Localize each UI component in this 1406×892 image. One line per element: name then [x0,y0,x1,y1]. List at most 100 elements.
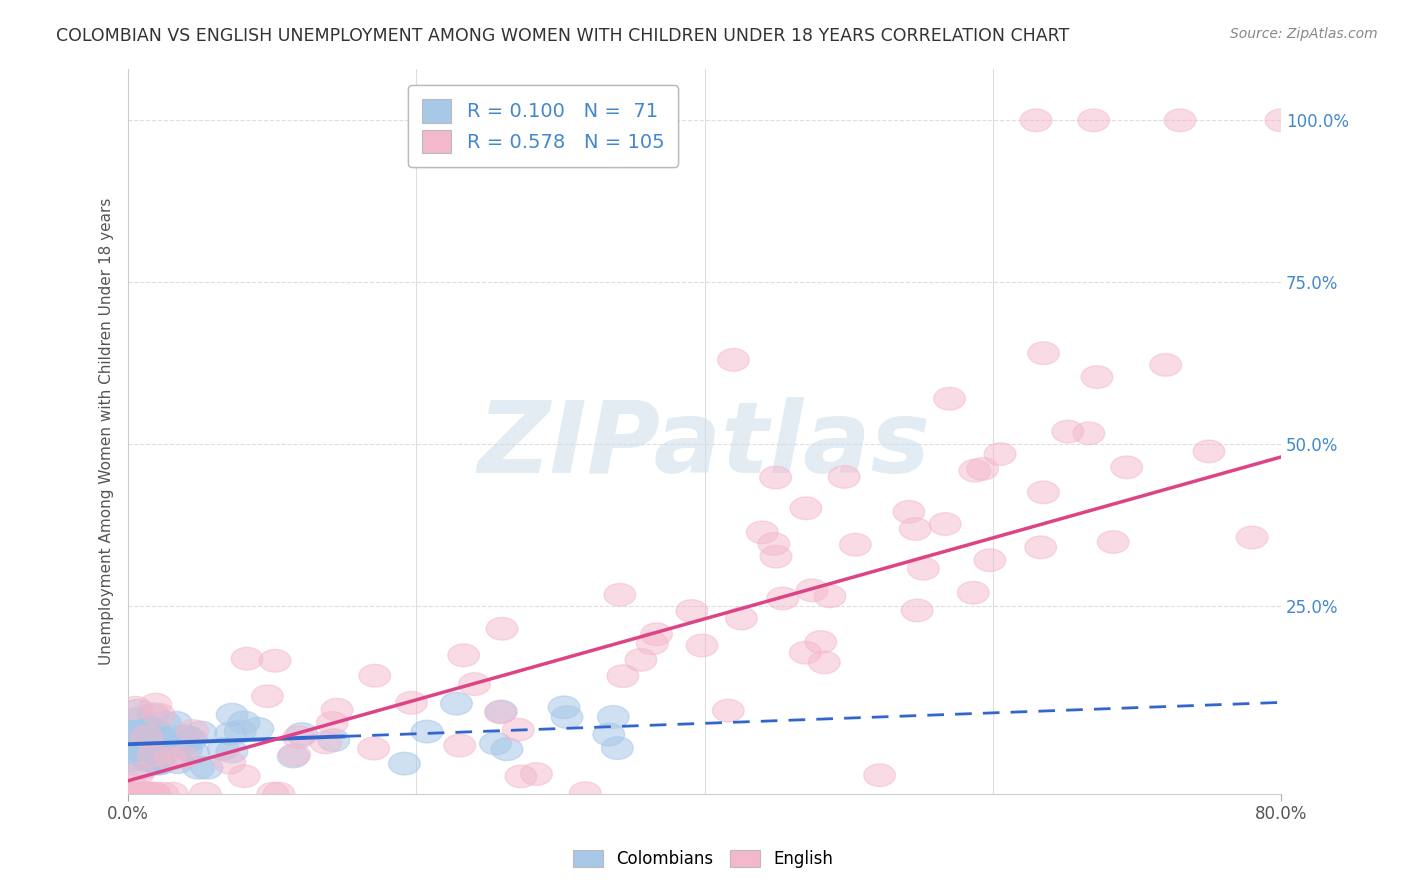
Ellipse shape [127,724,157,747]
Ellipse shape [183,756,215,779]
Ellipse shape [215,723,246,745]
Ellipse shape [1164,109,1197,132]
Ellipse shape [411,720,443,743]
Ellipse shape [146,731,177,753]
Ellipse shape [1194,440,1225,463]
Ellipse shape [598,706,628,728]
Ellipse shape [1052,420,1084,443]
Ellipse shape [605,583,636,606]
Ellipse shape [359,665,391,687]
Ellipse shape [135,718,167,740]
Ellipse shape [141,721,172,743]
Ellipse shape [444,734,475,757]
Ellipse shape [208,738,239,760]
Ellipse shape [548,696,579,719]
Ellipse shape [228,711,260,734]
Ellipse shape [118,723,150,746]
Ellipse shape [136,739,169,761]
Ellipse shape [167,725,200,747]
Ellipse shape [828,466,860,488]
Ellipse shape [713,699,744,722]
Ellipse shape [127,756,159,779]
Ellipse shape [242,717,274,740]
Ellipse shape [357,738,389,760]
Ellipse shape [277,745,309,768]
Ellipse shape [139,749,170,772]
Ellipse shape [908,558,939,580]
Ellipse shape [252,685,284,707]
Ellipse shape [967,458,998,480]
Ellipse shape [808,651,841,673]
Ellipse shape [259,649,291,672]
Ellipse shape [125,782,157,805]
Ellipse shape [146,731,179,755]
Ellipse shape [440,692,472,715]
Ellipse shape [139,739,172,761]
Ellipse shape [257,782,288,805]
Ellipse shape [551,706,583,729]
Ellipse shape [318,729,350,751]
Ellipse shape [761,545,792,568]
Ellipse shape [225,720,256,743]
Ellipse shape [1097,531,1129,553]
Ellipse shape [637,632,668,655]
Ellipse shape [806,631,837,654]
Text: ZIPatlas: ZIPatlas [478,397,931,494]
Ellipse shape [228,764,260,788]
Ellipse shape [676,599,707,623]
Ellipse shape [121,730,153,753]
Ellipse shape [1028,342,1060,365]
Ellipse shape [142,752,173,775]
Ellipse shape [263,782,295,805]
Ellipse shape [145,739,176,762]
Ellipse shape [190,782,221,805]
Ellipse shape [135,723,167,745]
Ellipse shape [959,459,991,482]
Ellipse shape [162,751,193,773]
Ellipse shape [156,734,187,756]
Ellipse shape [502,718,534,741]
Ellipse shape [122,763,155,785]
Ellipse shape [316,712,349,734]
Ellipse shape [138,744,169,767]
Ellipse shape [124,782,156,805]
Ellipse shape [929,513,962,535]
Ellipse shape [132,748,163,771]
Ellipse shape [122,724,155,747]
Ellipse shape [138,726,170,748]
Ellipse shape [115,721,148,743]
Ellipse shape [1265,109,1296,132]
Ellipse shape [1028,481,1059,504]
Ellipse shape [479,732,512,755]
Ellipse shape [607,665,638,688]
Ellipse shape [1025,536,1056,558]
Ellipse shape [191,756,222,779]
Ellipse shape [132,738,165,760]
Ellipse shape [138,703,169,725]
Ellipse shape [138,719,170,741]
Ellipse shape [170,738,202,760]
Ellipse shape [283,726,315,748]
Ellipse shape [156,782,188,805]
Ellipse shape [149,711,181,734]
Ellipse shape [285,723,318,746]
Ellipse shape [1073,422,1105,444]
Ellipse shape [125,782,156,805]
Ellipse shape [1078,109,1109,132]
Ellipse shape [796,579,828,602]
Text: Source: ZipAtlas.com: Source: ZipAtlas.com [1230,27,1378,41]
Ellipse shape [278,744,311,766]
Ellipse shape [122,699,155,722]
Ellipse shape [177,741,209,764]
Ellipse shape [167,733,200,756]
Ellipse shape [115,737,148,760]
Ellipse shape [1021,109,1052,132]
Ellipse shape [142,751,174,773]
Ellipse shape [217,740,247,763]
Ellipse shape [686,634,718,657]
Ellipse shape [186,721,217,744]
Ellipse shape [131,782,163,805]
Ellipse shape [120,782,150,805]
Ellipse shape [145,752,176,774]
Ellipse shape [789,641,821,664]
